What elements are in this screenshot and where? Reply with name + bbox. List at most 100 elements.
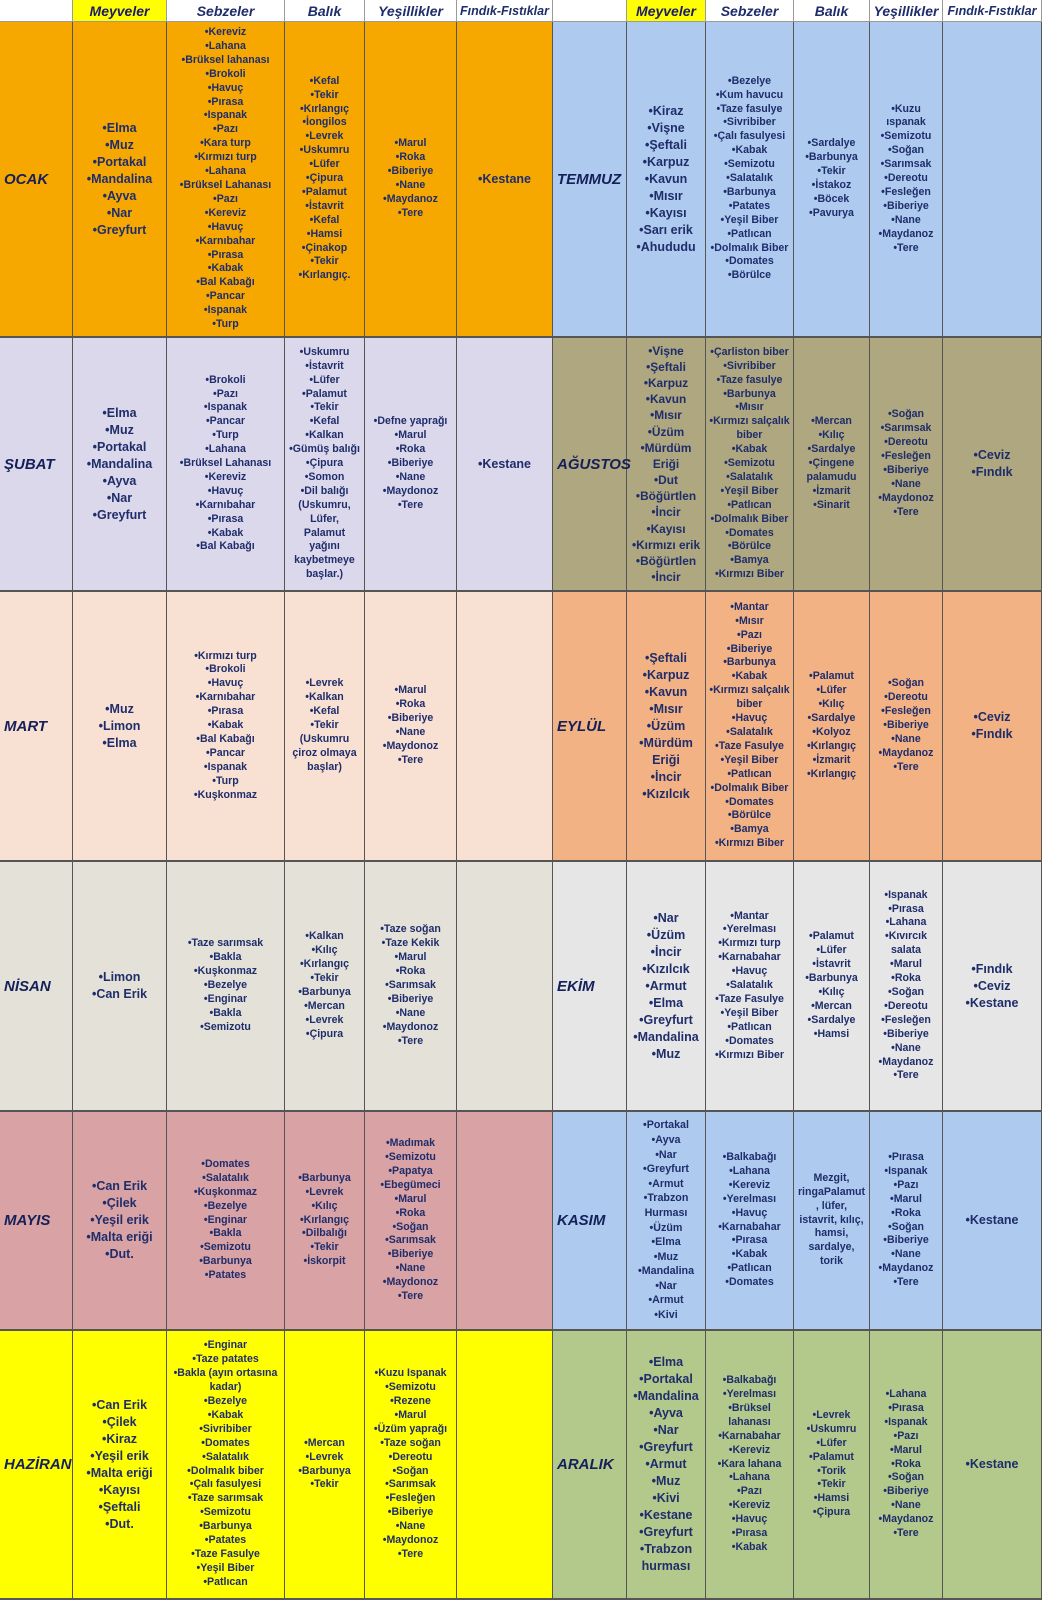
list-item: •Sarı erik <box>639 222 693 237</box>
list-item: •Yeşil Biber <box>720 1006 779 1019</box>
list-item: •Taze Fasulye <box>715 992 784 1005</box>
sebzeler-list: •Kereviz •Lahana •Brüksel lahanası •Brokoli… <box>180 26 271 332</box>
list-item: •Trabzon <box>639 1542 693 1556</box>
list-item: •Palamut <box>809 670 854 683</box>
list-item: •Biberiye <box>726 642 773 655</box>
list-item: •Kılıç <box>311 944 338 957</box>
findik-list: •Kestane <box>478 171 531 188</box>
list-item: •Ispanak <box>203 760 248 773</box>
month-label: ŞUBAT <box>0 338 73 590</box>
list-item: •Biberiye <box>387 992 434 1005</box>
list-item: •Börülce <box>727 540 772 553</box>
list-item: •Dut <box>654 473 678 488</box>
list-item: •Soğan <box>392 1220 429 1233</box>
list-item: •İstavrit <box>812 958 851 971</box>
list-item: •Bamya <box>730 823 769 836</box>
list-item: •Fındık <box>971 961 1013 976</box>
list-item: •Kayısı <box>645 205 687 220</box>
list-item: •Tekir <box>310 972 339 985</box>
list-item: •Nane <box>395 470 426 483</box>
list-item: •Maydonoz <box>382 1534 439 1547</box>
balik-cell: •Kefal •Tekir •Kırlangıç •İongilos •Levrek •U… <box>285 22 365 336</box>
list-item: •Patates <box>728 199 771 212</box>
list-item: •Domates <box>725 1276 774 1289</box>
meyveler-cell: •Şeftali •Karpuz •Kavun •Mısır •Üzüm •Mürdüm E… <box>627 592 706 860</box>
list-item: •Dereotu <box>388 1450 433 1463</box>
yesillikler-cell: •Marul •Roka •Biberiye •Nane •Maydanoz •Tere <box>365 22 457 336</box>
list-item: •Marul <box>394 137 427 150</box>
list-item: •Greyfurt <box>92 507 147 522</box>
list-item: •Karpuz <box>642 667 690 682</box>
list-item: •Soğan <box>887 677 925 690</box>
findik-cell <box>457 1331 553 1598</box>
list-item: •Mısır <box>649 188 683 203</box>
list-item: •Mandalina <box>86 171 153 186</box>
list-item: •Karnabahar <box>718 951 781 964</box>
list-item: •Tere <box>893 505 919 518</box>
list-item: •Şeftali <box>645 137 687 152</box>
list-item: •Yeşil Biber <box>196 1561 255 1574</box>
list-item: •Roka <box>891 1206 921 1219</box>
month-label: EKİM <box>553 862 627 1110</box>
list-item: •Tere <box>893 760 919 773</box>
list-item: •Salatalık <box>726 726 773 738</box>
list-item: •Greyfurt <box>639 1525 693 1539</box>
findik-cell: •Ceviz •Fındık <box>943 592 1042 860</box>
list-item: •Bezelye <box>203 979 248 992</box>
yesillikler-list: •Lahana •Pırasa •Ispanak •Pazı •Marul •Roka •S… <box>879 1388 934 1541</box>
list-item: •Semizotu <box>200 1020 251 1033</box>
list-item: •Barbunya <box>298 986 351 998</box>
list-item: •Kırmızı salçalık <box>709 415 790 428</box>
list-item: •Nane <box>395 1520 426 1533</box>
list-item: •Vişne <box>647 120 685 135</box>
list-item: palamudu <box>806 470 857 483</box>
list-item: •Marul <box>394 684 427 697</box>
list-item: •Börülce <box>727 269 772 282</box>
findik-cell <box>457 1112 553 1329</box>
list-item: •Kırmızı turp <box>718 937 781 950</box>
list-item: •Yeşil erik <box>90 1448 149 1463</box>
list-item: •Levrek <box>305 1013 344 1026</box>
list-item: •Muz <box>651 1474 681 1488</box>
list-item: •Semizotu <box>200 1241 251 1254</box>
list-item: •Marul <box>394 951 427 964</box>
list-item: •Kabak <box>731 443 768 456</box>
list-item: •Kırmızı turp <box>194 649 257 662</box>
sebzeler-cell: •Mantar •Mısır •Pazı •Biberiye •Barbunya •Kab… <box>706 592 794 860</box>
month-row-mart: MART •Muz •Limon •Elma •Kırmızı turp •Brokoli… <box>0 592 553 862</box>
meyveler-cell: •Muz •Limon •Elma <box>73 592 167 860</box>
list-item: •Armut <box>645 1457 687 1471</box>
list-item: •Pırasa <box>207 248 244 261</box>
list-item: •Roka <box>395 698 426 711</box>
yesillikler-cell: •Madımak •Semizotu •Papatya •Ebegümeci •Maru… <box>365 1112 457 1329</box>
findik-cell: •Kestane <box>943 1331 1042 1598</box>
list-item: •Domates <box>201 1436 250 1449</box>
sebzeler-cell: •Taze sarımsak •Bakla •Kuşkonmaz •Bezelye •E… <box>167 862 285 1110</box>
list-item: •Tekir <box>310 255 339 268</box>
list-item: •Domates <box>725 1034 774 1047</box>
list-item: •Patlıcan <box>203 1575 248 1588</box>
list-item: •Maydanoz <box>878 1262 934 1275</box>
list-item: •Palamut <box>809 930 854 943</box>
list-item: •Fesleğen <box>881 1013 931 1026</box>
list-item: •Levrek <box>305 1450 344 1463</box>
list-item: •Can Erik <box>91 1179 148 1193</box>
list-item: •Tere <box>397 1547 424 1560</box>
list-item: •Karpuz <box>642 154 690 169</box>
balik-cell: •Palamut •Lüfer •Kılıç •Sardalye •Kolyoz •Kır… <box>794 592 870 860</box>
list-item: •Bamya <box>730 554 769 567</box>
list-item: •Pazı <box>893 1178 919 1191</box>
list-item: •Marul <box>394 1408 427 1421</box>
list-item: •Kefal <box>309 415 340 428</box>
list-item: •Karnabahar <box>718 1429 781 1442</box>
meyveler-list: •Elma •Muz •Portakal •Mandalina •Ayva •Nar •Gr… <box>87 120 153 239</box>
list-item: •Kestane <box>477 171 531 186</box>
list-item: •Maydonoz <box>382 739 439 752</box>
yesillikler-cell: •Lahana •Pırasa •Ispanak •Pazı •Marul •Roka •S… <box>870 1331 943 1598</box>
list-item: •Patlıcan <box>727 767 772 780</box>
list-item: •Soğan <box>887 986 925 998</box>
list-item: •Üzüm <box>649 1221 683 1234</box>
list-item: •Dolmalık biber <box>187 1464 264 1477</box>
findik-cell: •Kestane <box>457 338 553 590</box>
meyveler-list: •Can Erik •Çilek •Yeşil erik •Malta eriği •D… <box>86 1178 152 1263</box>
